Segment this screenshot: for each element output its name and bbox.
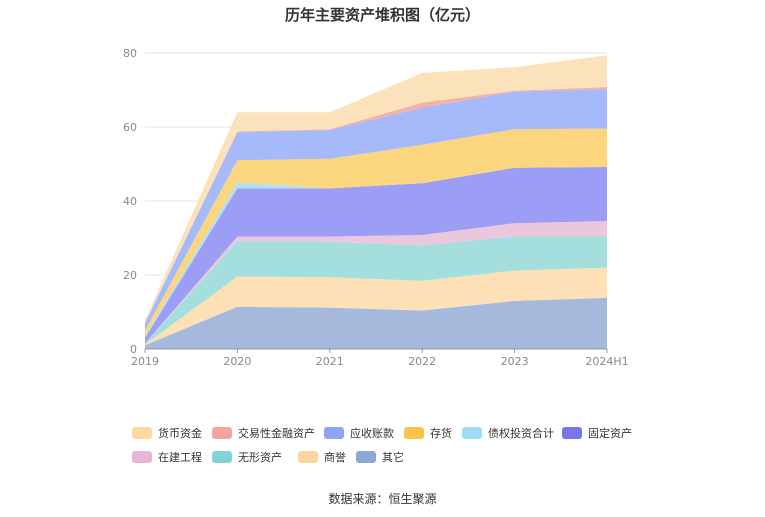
area-series-6[interactable]: [145, 128, 607, 337]
legend-item-fixed-assets[interactable]: 固定资产: [562, 425, 632, 441]
legend-swatch-goodwill: [298, 451, 318, 463]
area-series-0[interactable]: [145, 297, 607, 349]
legend-label-other: 其它: [382, 451, 404, 464]
area-series-7[interactable]: [145, 89, 607, 331]
area-series-9[interactable]: [145, 55, 607, 324]
x-tick-label-3: 2022: [408, 355, 436, 368]
legend-swatch-inventory: [404, 427, 424, 439]
x-tick-label-5: 2024H1: [585, 355, 628, 368]
y-tick-label-80: 80: [123, 47, 137, 60]
x-tick-label-4: 2023: [501, 355, 529, 368]
legend-label-fixed-assets: 固定资产: [588, 427, 632, 440]
area-layer: [145, 55, 607, 349]
legend-swatch-cash: [132, 427, 152, 439]
legend-swatch-accounts-receivable: [324, 427, 344, 439]
legend-label-trading-financial-assets: 交易性金融资产: [238, 427, 315, 440]
area-series-4[interactable]: [145, 167, 607, 344]
y-tick-label-0: 0: [130, 343, 137, 356]
legend-label-goodwill: 商誉: [324, 451, 346, 464]
area-series-1[interactable]: [145, 267, 607, 346]
area-series-3[interactable]: [145, 221, 607, 344]
legend-label-accounts-receivable: 应收账款: [350, 427, 394, 440]
x-tick-label-2: 2021: [316, 355, 344, 368]
area-series-2[interactable]: [145, 236, 607, 345]
legend-swatch-intangible-assets: [212, 451, 232, 463]
legend-item-intangible-assets[interactable]: 无形资产: [212, 449, 282, 465]
legend-item-construction-in-progress[interactable]: 在建工程: [132, 449, 202, 465]
legend-swatch-debt-investment: [462, 427, 482, 439]
legend-swatch-other: [356, 451, 376, 463]
y-tick-label-60: 60: [123, 121, 137, 134]
legend-swatch-construction-in-progress: [132, 451, 152, 463]
legend-item-other[interactable]: 其它: [356, 449, 404, 465]
y-tick-label-40: 40: [123, 195, 137, 208]
legend-item-goodwill[interactable]: 商誉: [298, 449, 346, 465]
legend-swatch-fixed-assets: [562, 427, 582, 439]
legend-item-cash[interactable]: 货币资金: [132, 425, 202, 441]
legend-item-accounts-receivable[interactable]: 应收账款: [324, 425, 394, 441]
legend-item-debt-investment[interactable]: 债权投资合计: [462, 425, 554, 441]
legend-label-debt-investment: 债权投资合计: [488, 427, 554, 440]
data-source-note: 数据来源：恒生聚源: [328, 492, 437, 506]
x-tick-label-1: 2020: [223, 355, 251, 368]
legend-item-inventory[interactable]: 存货: [404, 425, 452, 441]
x-tick-label-0: 2019: [131, 355, 159, 368]
legend-label-intangible-assets: 无形资产: [238, 451, 282, 464]
y-tick-label-20: 20: [123, 269, 137, 282]
legend-label-construction-in-progress: 在建工程: [158, 451, 202, 464]
legend-item-trading-financial-assets[interactable]: 交易性金融资产: [212, 425, 315, 441]
chart-title: 历年主要资产堆积图（亿元）: [284, 6, 480, 24]
legend-swatch-trading-financial-assets: [212, 427, 232, 439]
axis-layer: 0 20 40 60 80 2019 2020 2021 2022 2023 2024H1: [123, 47, 629, 368]
legend-label-cash: 货币资金: [158, 427, 202, 440]
legend-label-inventory: 存货: [430, 427, 452, 440]
